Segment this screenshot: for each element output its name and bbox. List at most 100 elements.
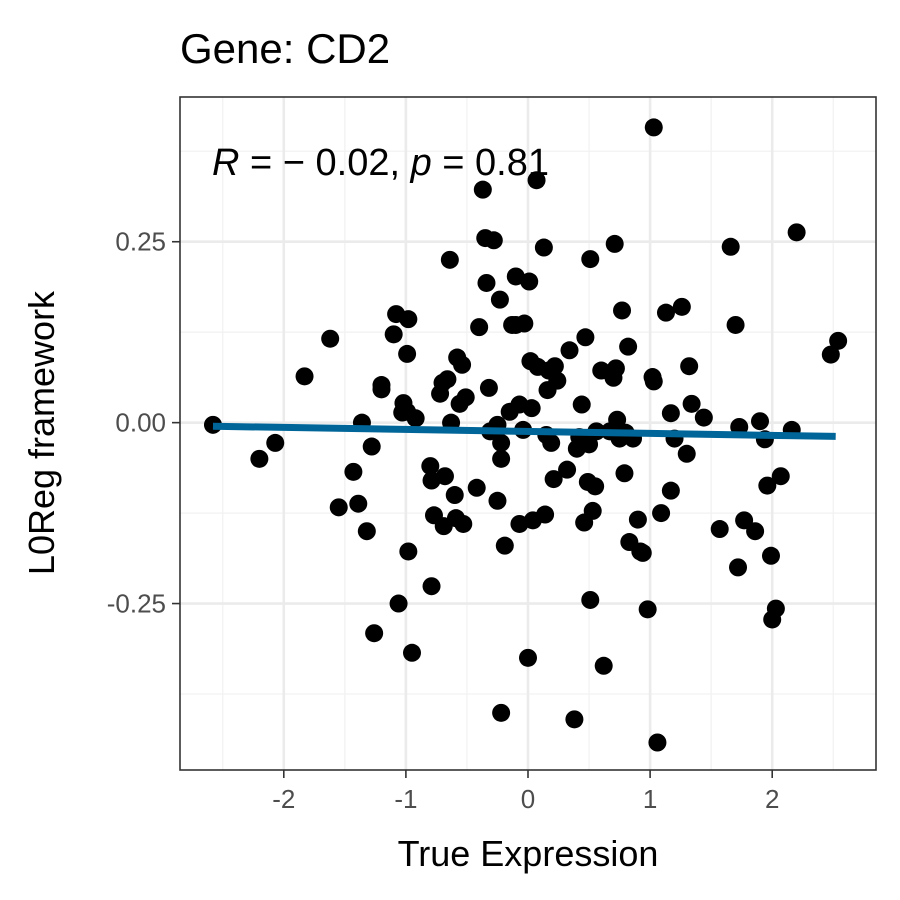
data-point: [565, 710, 584, 729]
data-point: [829, 331, 848, 350]
data-point: [362, 437, 381, 456]
y-tick-label: 0.25: [115, 227, 166, 257]
data-point: [329, 498, 348, 517]
data-point: [438, 370, 457, 389]
data-point: [787, 223, 806, 242]
x-tick-label: 1: [643, 784, 657, 814]
x-tick-label: 2: [765, 784, 779, 814]
x-tick-label: -1: [394, 784, 417, 814]
data-point: [644, 118, 663, 137]
data-point: [349, 494, 368, 513]
data-point: [613, 301, 632, 320]
data-point: [648, 733, 667, 752]
data-point: [680, 357, 699, 376]
data-point: [576, 328, 595, 347]
data-point: [761, 546, 780, 565]
data-point: [638, 600, 657, 619]
regression-line: [212, 422, 836, 440]
data-point: [527, 171, 546, 190]
data-point: [515, 314, 534, 333]
data-point: [542, 433, 561, 452]
data-point: [746, 522, 765, 541]
data-point: [454, 514, 473, 533]
data-point: [534, 238, 553, 257]
data-point: [365, 624, 384, 643]
data-point: [581, 590, 600, 609]
data-point: [435, 467, 454, 486]
data-point: [522, 399, 541, 418]
data-point: [399, 542, 418, 561]
data-point: [479, 378, 498, 397]
data-point: [735, 511, 754, 530]
data-point: [250, 449, 269, 468]
data-point: [321, 329, 340, 348]
data-point: [467, 478, 486, 497]
data-point: [615, 464, 634, 483]
regression-line-group: [212, 422, 836, 440]
y-axis-ticks: -0.25 0.00 0.25: [107, 227, 180, 619]
y-tick-label: 0.00: [115, 408, 166, 438]
data-point: [520, 272, 539, 291]
data-point: [357, 522, 376, 541]
data-point: [536, 505, 555, 524]
data-point: [677, 444, 696, 463]
data-point: [710, 520, 729, 539]
data-point: [398, 344, 417, 363]
data-point: [758, 476, 777, 495]
p-symbol: p: [410, 142, 432, 184]
data-point: [608, 410, 627, 429]
data-point: [606, 359, 625, 378]
data-point: [484, 231, 503, 250]
x-axis-ticks: -2 -1 0 1 2: [272, 770, 779, 814]
p-value: = 0.81: [432, 142, 549, 184]
data-point: [682, 394, 701, 413]
data-point: [389, 594, 408, 613]
data-point: [633, 543, 652, 562]
r-value: = − 0.02,: [239, 142, 410, 184]
data-point: [477, 273, 496, 292]
data-point: [672, 297, 691, 316]
data-point: [558, 460, 577, 479]
data-point: [492, 703, 511, 722]
data-point: [422, 577, 441, 596]
chart-title: Gene: CD2: [180, 25, 390, 72]
x-tick-label: 0: [521, 784, 535, 814]
data-point: [644, 372, 663, 391]
data-point: [295, 367, 314, 386]
correlation-annotation: R = − 0.02, p = 0.81: [212, 142, 549, 184]
data-point: [619, 337, 638, 356]
data-point: [344, 462, 363, 481]
data-point: [656, 303, 675, 322]
y-tick-label: -0.25: [107, 589, 166, 619]
data-point: [821, 345, 840, 364]
data-point: [266, 433, 285, 452]
data-point: [372, 380, 391, 399]
data-point: [488, 491, 507, 510]
data-point: [661, 404, 680, 423]
data-point: [490, 290, 509, 309]
data-point: [403, 643, 421, 662]
data-point: [572, 395, 591, 414]
data-point: [453, 355, 472, 374]
data-point: [726, 315, 745, 334]
y-axis-title: L0Reg framework: [21, 290, 62, 575]
data-point: [594, 656, 613, 675]
data-point: [661, 481, 680, 500]
data-point: [560, 341, 579, 360]
data-point: [544, 470, 563, 489]
data-point: [473, 180, 492, 199]
data-point: [605, 234, 624, 253]
r-symbol: R: [212, 142, 239, 184]
data-points: [203, 118, 848, 752]
data-point: [406, 409, 425, 428]
data-point: [495, 536, 514, 555]
data-point: [766, 599, 785, 618]
data-point: [519, 648, 537, 667]
data-point: [694, 408, 713, 427]
data-point: [492, 449, 511, 468]
data-point: [771, 467, 790, 486]
data-point: [751, 412, 769, 431]
data-point: [399, 310, 418, 329]
data-point: [492, 433, 511, 452]
data-point: [384, 325, 403, 344]
